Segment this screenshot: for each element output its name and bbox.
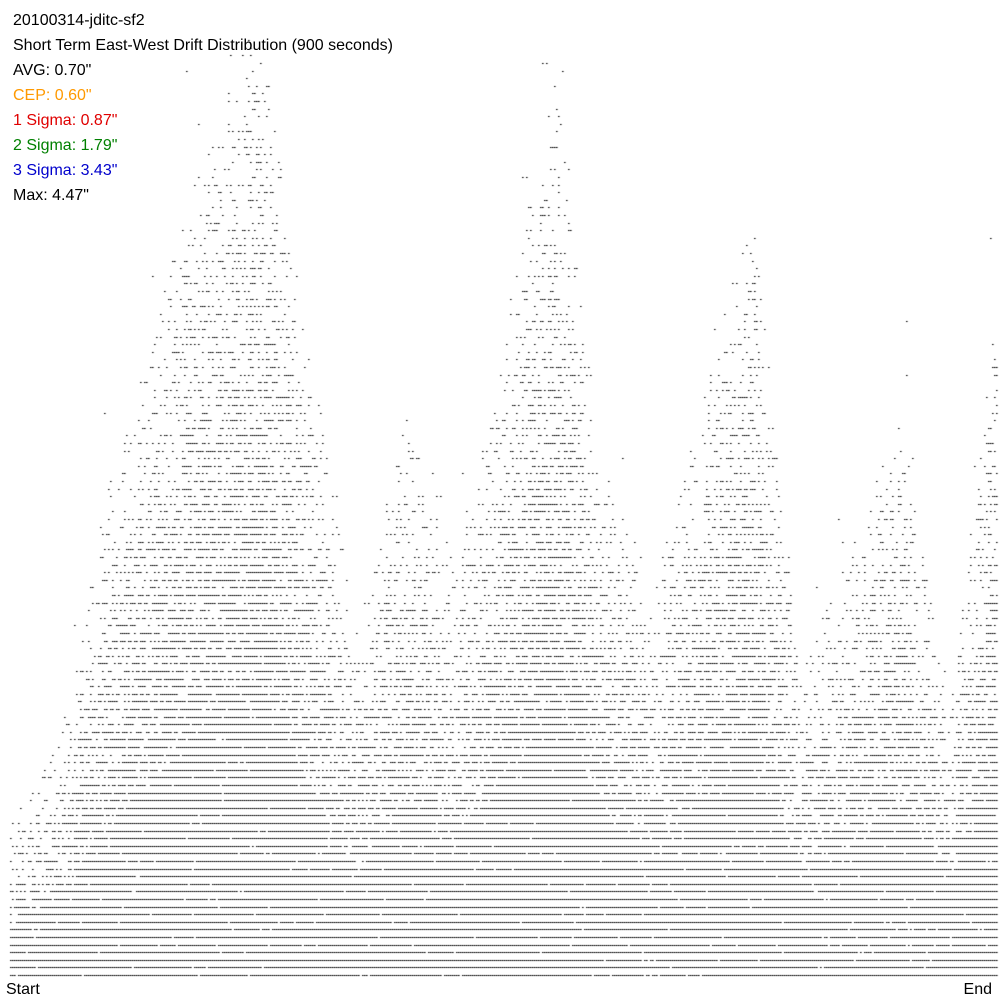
sigma2-stat: 2 Sigma: 1.79" [13, 137, 118, 154]
x-axis-end-label: End [963, 981, 992, 998]
chart-title: Short Term East-West Drift Distribution … [13, 37, 393, 54]
cep-stat: CEP: 0.60" [13, 87, 92, 104]
avg-stat: AVG: 0.70" [13, 62, 92, 79]
sigma1-stat: 1 Sigma: 0.87" [13, 112, 118, 129]
x-axis-start-label: Start [6, 981, 40, 998]
session-name: 20100314-jditc-sf2 [13, 12, 145, 29]
sigma3-stat: 3 Sigma: 3.43" [13, 162, 118, 179]
max-stat: Max: 4.47" [13, 187, 89, 204]
chart-header: 20100314-jditc-sf2 Short Term East-West … [13, 8, 393, 208]
